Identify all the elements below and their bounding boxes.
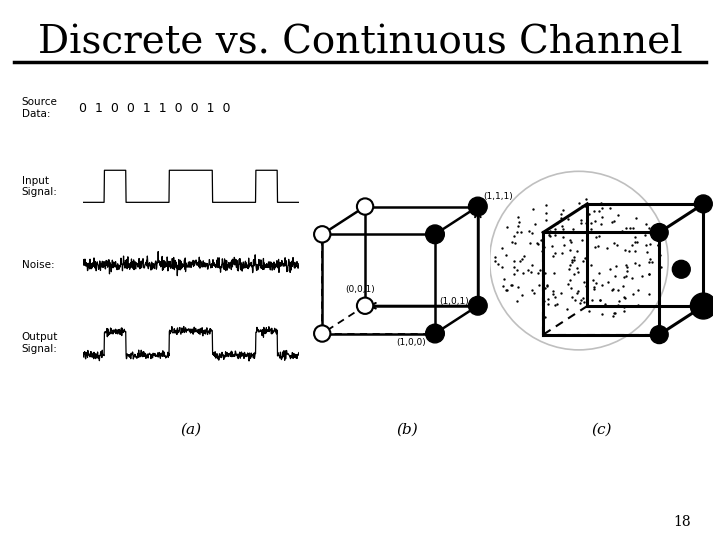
Text: 0  1  0  0  1  1  0  0  1  0: 0 1 0 0 1 1 0 0 1 0: [79, 102, 230, 114]
Text: Noise:: Noise:: [22, 260, 54, 269]
Circle shape: [426, 225, 444, 244]
Circle shape: [314, 226, 330, 242]
Text: Output
Signal:: Output Signal:: [22, 332, 58, 354]
Text: (1,0,0): (1,0,0): [396, 338, 426, 347]
Circle shape: [357, 298, 373, 314]
Text: Discrete vs. Continuous Channel: Discrete vs. Continuous Channel: [37, 24, 683, 62]
Circle shape: [314, 326, 330, 342]
Text: Input
Signal:: Input Signal:: [22, 176, 58, 197]
Circle shape: [426, 324, 444, 343]
Text: (1,1,1): (1,1,1): [484, 192, 513, 201]
Circle shape: [694, 195, 712, 213]
Text: (0,0,1): (0,0,1): [346, 285, 375, 294]
Text: (a): (a): [180, 422, 202, 436]
Text: (1,0,1): (1,0,1): [439, 297, 469, 306]
Circle shape: [490, 171, 668, 350]
Text: (b): (b): [396, 422, 418, 436]
Circle shape: [690, 293, 716, 319]
Circle shape: [650, 224, 668, 241]
Text: (c): (c): [591, 422, 611, 436]
Circle shape: [650, 326, 668, 343]
Circle shape: [469, 197, 487, 216]
Circle shape: [672, 260, 690, 278]
Circle shape: [357, 198, 373, 215]
Text: 18: 18: [674, 515, 691, 529]
Circle shape: [694, 297, 712, 315]
Text: Source
Data:: Source Data:: [22, 97, 58, 119]
Circle shape: [469, 296, 487, 315]
